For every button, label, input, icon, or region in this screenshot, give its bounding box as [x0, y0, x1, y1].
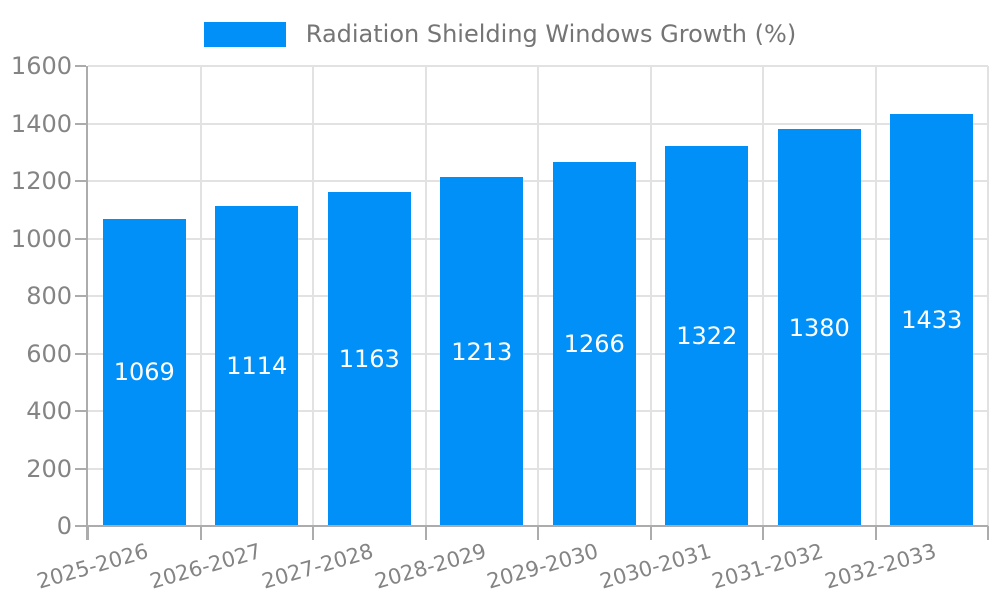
bar-value-label: 1114 — [226, 351, 288, 380]
y-axis-tick-label: 200 — [26, 454, 72, 483]
x-axis-tick — [312, 526, 314, 540]
x-axis-tick — [199, 526, 202, 540]
y-axis-tick-label: 1200 — [10, 167, 72, 195]
x-axis-tick — [649, 526, 652, 540]
y-axis-tick — [75, 295, 86, 297]
bar-2029-2030 — [552, 162, 636, 526]
x-axis-line — [75, 525, 988, 527]
y-axis-tick-label: 0 — [56, 512, 72, 540]
bar-value-label: 1322 — [676, 321, 738, 350]
v-gridline — [762, 66, 764, 526]
plot-area: 1069 1114 1163 1213 1266 1322 1380 1433 — [88, 65, 989, 526]
bar-value-label: 1163 — [338, 344, 400, 373]
y-axis-tick — [75, 525, 86, 527]
x-axis-tick — [762, 526, 764, 540]
y-axis-tick — [75, 65, 86, 67]
legend-swatch-icon — [203, 21, 286, 47]
y-axis-tick-label: 800 — [26, 282, 72, 310]
y-axis-tick-label: 1000 — [10, 224, 72, 253]
bar-value-label: 1433 — [901, 306, 963, 334]
v-gridline — [649, 66, 652, 526]
y-axis-tick — [75, 352, 86, 355]
bar-2030-2031 — [665, 145, 749, 526]
bar-value-label: 1069 — [113, 358, 175, 387]
x-axis-tick — [987, 526, 989, 540]
v-gridline — [987, 66, 989, 526]
y-axis-tick — [75, 122, 86, 125]
x-axis-tick — [874, 526, 877, 540]
y-axis-tick-label: 400 — [26, 397, 72, 425]
v-gridline — [312, 66, 314, 526]
bar-2031-2032 — [777, 129, 861, 526]
bar-2025-2026 — [102, 218, 186, 526]
y-axis-tick-label: 1600 — [10, 52, 72, 80]
chart-legend: Radiation Shielding Windows Growth (%) — [0, 20, 1000, 48]
y-axis-tick-label: 1400 — [10, 109, 72, 138]
bar-2028-2029 — [440, 177, 524, 526]
y-axis-tick — [75, 467, 86, 470]
v-gridline — [874, 66, 877, 526]
x-axis-tick — [424, 526, 427, 540]
bar-2032-2033 — [890, 114, 974, 526]
legend-label: Radiation Shielding Windows Growth (%) — [305, 20, 797, 48]
x-axis-tick — [537, 526, 539, 540]
bar-value-label: 1380 — [788, 313, 850, 342]
x-axis-tick — [87, 526, 89, 540]
bar-value-label: 1213 — [451, 337, 513, 366]
y-axis-tick — [75, 410, 86, 412]
v-gridline — [199, 66, 202, 526]
v-gridline — [424, 66, 427, 526]
v-gridline — [537, 66, 539, 526]
y-axis-tick-label: 600 — [26, 339, 72, 368]
y-axis-tick — [75, 180, 86, 182]
bar-2027-2028 — [327, 191, 411, 526]
bar-value-label: 1266 — [563, 330, 625, 358]
y-axis-tick — [75, 237, 86, 240]
bar-2026-2027 — [215, 205, 299, 526]
y-axis-line — [86, 66, 88, 540]
